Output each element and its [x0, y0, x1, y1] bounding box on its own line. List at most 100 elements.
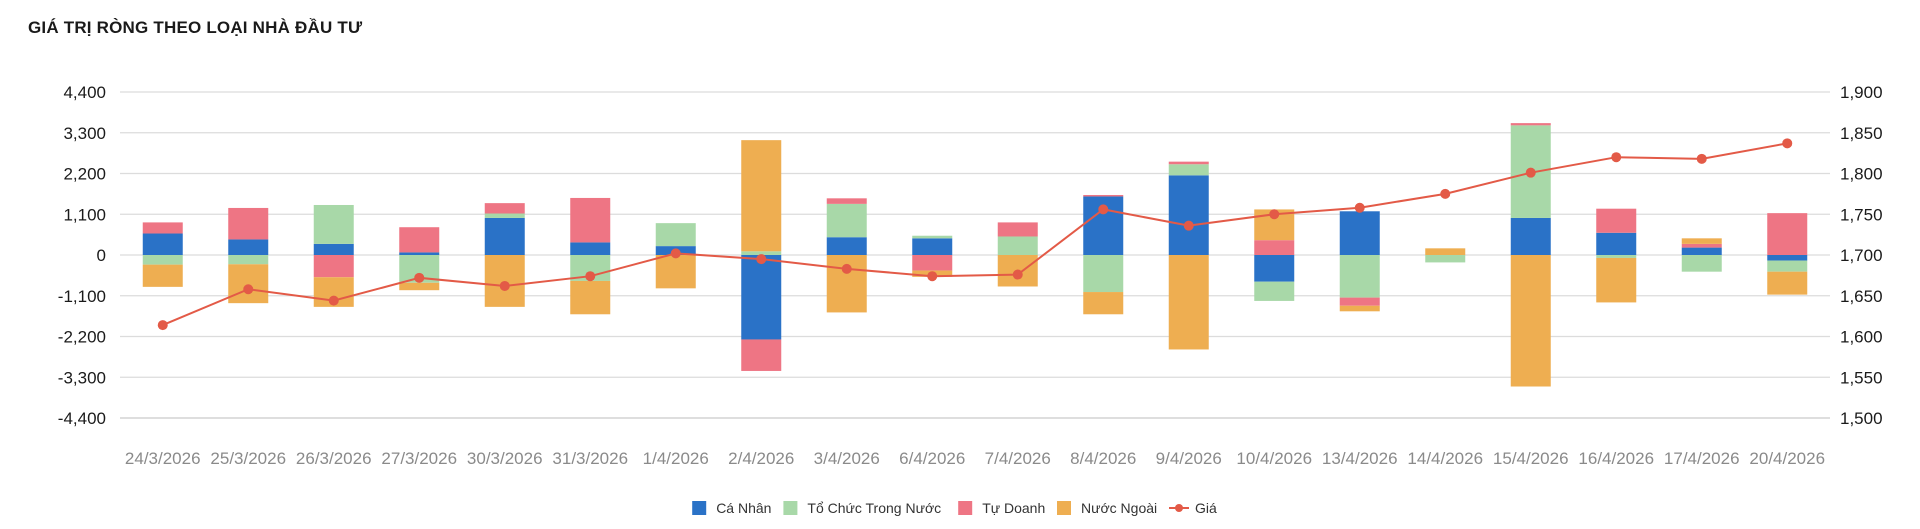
legend-label: Giá: [1195, 500, 1217, 516]
bar-segment: [142, 233, 183, 255]
bar-segment: [1681, 247, 1722, 255]
legend-dot-marker: [1175, 504, 1183, 512]
bar-segment: [228, 207, 269, 240]
x-tick-label: 31/3/2026: [552, 449, 628, 468]
y-left-tick-label: 1,100: [63, 205, 106, 224]
y-right-tick-label: 1,650: [1840, 287, 1883, 306]
bar-segment: [1168, 255, 1209, 350]
bar-segment: [1083, 194, 1124, 197]
x-tick-label: 25/3/2026: [210, 449, 286, 468]
x-tick-label: 26/3/2026: [296, 449, 372, 468]
x-tick-label: 3/4/2026: [814, 449, 880, 468]
y-right-tick-label: 1,700: [1840, 246, 1883, 265]
bar-segment: [1339, 211, 1380, 255]
bar-segment: [1767, 213, 1808, 255]
bar-segment: [1425, 248, 1466, 255]
bar-segment: [912, 238, 953, 255]
legend-label: Cá Nhân: [716, 500, 771, 516]
bar-segment: [1254, 255, 1295, 282]
bar-segment: [1254, 240, 1295, 255]
y-right-tick-label: 1,600: [1840, 328, 1883, 347]
bar-segment: [655, 255, 696, 289]
price-point: [670, 248, 681, 259]
bar-segment: [484, 217, 525, 255]
bar-segment: [1168, 164, 1209, 176]
bar-segment: [1425, 255, 1466, 263]
bar-segment: [570, 197, 611, 243]
price-point: [1611, 152, 1622, 163]
bar-segment: [1083, 255, 1124, 293]
bar-segment: [313, 243, 354, 255]
y-left-tick-label: -3,300: [58, 368, 106, 387]
legend-swatch: [692, 501, 707, 515]
legend-label: Nước Ngoài: [1081, 500, 1157, 516]
price-point: [1440, 188, 1451, 199]
bar-segment: [1767, 255, 1808, 261]
x-tick-label: 9/4/2026: [1156, 449, 1222, 468]
bar-segment: [228, 255, 269, 265]
price-point: [1782, 138, 1793, 149]
legend-label: Tự Doanh: [982, 500, 1045, 516]
bar-segment: [826, 203, 867, 238]
bar-segment: [570, 242, 611, 255]
x-tick-label: 20/4/2026: [1749, 449, 1825, 468]
bar-segment: [228, 264, 269, 304]
bar-segment: [741, 339, 782, 371]
price-point: [1098, 204, 1109, 215]
y-left-tick-label: 3,300: [63, 124, 106, 143]
x-tick-label: 14/4/2026: [1407, 449, 1483, 468]
bar-segment: [1596, 257, 1637, 303]
x-tick-label: 7/4/2026: [985, 449, 1051, 468]
bar-segment: [313, 204, 354, 244]
x-tick-label: 6/4/2026: [899, 449, 965, 468]
bar-segment: [1510, 217, 1551, 255]
x-tick-label: 2/4/2026: [728, 449, 794, 468]
bar-segment: [1767, 271, 1808, 295]
y-left-tick-label: -4,400: [58, 409, 106, 428]
bar-segment: [997, 236, 1038, 255]
bar-segment: [228, 239, 269, 255]
bar-segment: [399, 282, 440, 291]
bar-segment: [1168, 161, 1209, 165]
price-point: [927, 271, 938, 282]
y-right-tick-label: 1,550: [1840, 368, 1883, 387]
legend-swatch: [958, 501, 973, 515]
x-tick-label: 30/3/2026: [467, 449, 543, 468]
x-tick-label: 8/4/2026: [1070, 449, 1136, 468]
price-point: [1354, 202, 1365, 213]
bar-segment: [1681, 255, 1722, 272]
y-right-tick-label: 1,500: [1840, 409, 1883, 428]
price-point: [499, 280, 510, 291]
bar-segment: [399, 252, 440, 255]
x-tick-label: 27/3/2026: [381, 449, 457, 468]
bar-segment: [997, 222, 1038, 237]
bar-segment: [826, 198, 867, 204]
bar-segment: [313, 255, 354, 278]
y-left-tick-label: 4,400: [63, 83, 106, 102]
price-line: [157, 138, 1793, 331]
price-point: [328, 295, 339, 306]
bar-segment: [484, 255, 525, 307]
bar-segment: [826, 255, 867, 313]
bar-segment: [484, 203, 525, 214]
x-tick-label: 10/4/2026: [1236, 449, 1312, 468]
price-point: [585, 271, 596, 282]
bar-segment: [142, 255, 183, 265]
bar-segment: [1596, 208, 1637, 233]
legend: Cá Nhân Tổ Chức Trong Nước Tự Doanh Nước Ng…: [692, 500, 1217, 516]
y-left-tick-label: -1,100: [58, 287, 106, 306]
bar-segment: [399, 227, 440, 253]
price-point: [1269, 209, 1280, 220]
x-tick-label: 1/4/2026: [643, 449, 709, 468]
bar-segment: [1339, 297, 1380, 306]
x-tick-label: 17/4/2026: [1664, 449, 1740, 468]
bar-segment: [1254, 281, 1295, 301]
y-left-tick-label: 2,200: [63, 165, 106, 184]
bar-segment: [1083, 292, 1124, 315]
y-right-tick-label: 1,900: [1840, 83, 1883, 102]
bar-segment: [912, 255, 953, 271]
bar-segment: [655, 223, 696, 247]
bar-segment: [142, 222, 183, 234]
bar-segment: [484, 213, 525, 218]
y-right-tick-label: 1,850: [1840, 124, 1883, 143]
